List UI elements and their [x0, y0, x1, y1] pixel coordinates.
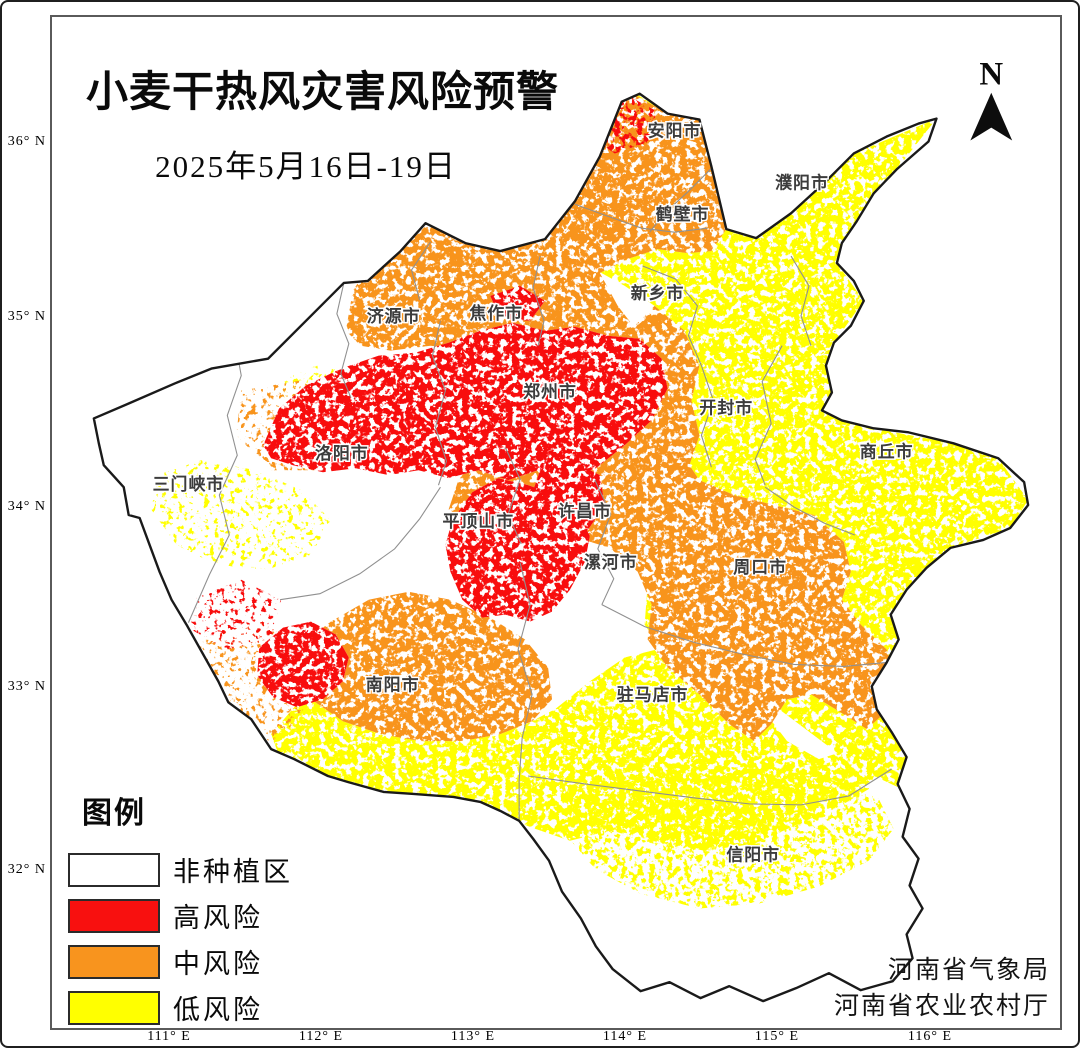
city-label-jiyuan: 济源市 [367, 306, 421, 326]
legend-item-high-risk: 高风险 [68, 898, 293, 933]
lon-label-111e: 111° E [147, 1029, 191, 1044]
henan-risk-map: 安阳市 濮阳市 鹤壁市 新乡市 济源市 焦作市 郑州市 开封市 洛阳市 商丘市 … [92, 57, 1030, 1003]
legend-label-non-planting: 非种植区 [173, 857, 293, 887]
legend-swatch-medium-risk [68, 944, 160, 979]
lon-label-114e: 114° E [602, 1029, 648, 1044]
lat-label-35n: 35° N [7, 309, 46, 324]
city-label-anyang: 安阳市 [648, 121, 702, 141]
legend-swatch-non-planting [68, 852, 160, 887]
legend-swatch-low-risk [68, 990, 160, 1025]
city-label-zhengzhou: 郑州市 [523, 381, 577, 401]
north-arrow-icon [970, 92, 1013, 141]
north-arrow-label: N [979, 57, 1003, 93]
lon-label-116e: 116° E [907, 1029, 953, 1044]
city-label-puyang: 濮阳市 [775, 172, 829, 192]
legend-swatch-high-risk [68, 898, 160, 933]
city-boundaries [187, 168, 892, 820]
city-label-hebi: 鹤壁市 [656, 204, 710, 224]
attribution-line-2: 河南省农业农村厅 [833, 993, 1050, 1020]
city-label-zhumadian: 驻马店市 [617, 684, 689, 704]
lat-label-36n: 36° N [7, 134, 46, 149]
city-label-xinyang: 信阳市 [726, 845, 780, 865]
attribution: 河南省气象局 河南省农业农村厅 [834, 953, 1050, 1025]
legend-item-low-risk: 低风险 [68, 990, 293, 1025]
city-label-luoyang: 洛阳市 [315, 443, 369, 463]
legend-label-medium-risk: 中风险 [173, 949, 263, 979]
legend-label-low-risk: 低风险 [173, 995, 263, 1025]
lon-label-113e: 113° E [450, 1029, 496, 1044]
city-label-zhoukou: 周口市 [733, 557, 787, 577]
north-arrow: N [970, 57, 1013, 141]
legend-item-medium-risk: 中风险 [68, 944, 293, 979]
city-label-xuchang: 许昌市 [558, 501, 612, 521]
city-label-shangqiu: 商丘市 [860, 441, 914, 461]
lat-label-32n: 32° N [7, 862, 46, 877]
legend-label-high-risk: 高风险 [173, 903, 263, 933]
legend-title: 图例 [82, 797, 146, 830]
lon-label-115e: 115° E [754, 1029, 800, 1044]
attribution-line-1: 河南省气象局 [887, 957, 1050, 984]
city-labels: 安阳市 濮阳市 鹤壁市 新乡市 济源市 焦作市 郑州市 开封市 洛阳市 商丘市 … [151, 119, 914, 866]
city-label-luohe: 漯河市 [584, 552, 638, 572]
legend: 图例 非种植区 高风险 中风险 低风险 [68, 788, 293, 1036]
lon-label-112e: 112° E [298, 1029, 344, 1044]
legend-item-non-planting: 非种植区 [68, 852, 293, 887]
city-label-xinxiang: 新乡市 [631, 283, 685, 303]
risk-layers [151, 93, 1029, 909]
city-label-jiaozuo: 焦作市 [468, 303, 523, 323]
city-label-pingdingshan: 平顶山市 [442, 511, 514, 531]
city-label-nanyang: 南阳市 [366, 674, 420, 694]
city-label-kaifeng: 开封市 [699, 397, 753, 417]
city-label-sanmenxia: 三门峡市 [153, 474, 225, 494]
lat-label-34n: 34° N [7, 499, 46, 514]
map-frame: 安阳市 濮阳市 鹤壁市 新乡市 济源市 焦作市 郑州市 开封市 洛阳市 商丘市 … [50, 15, 1062, 1030]
lat-label-33n: 33° N [7, 679, 46, 694]
